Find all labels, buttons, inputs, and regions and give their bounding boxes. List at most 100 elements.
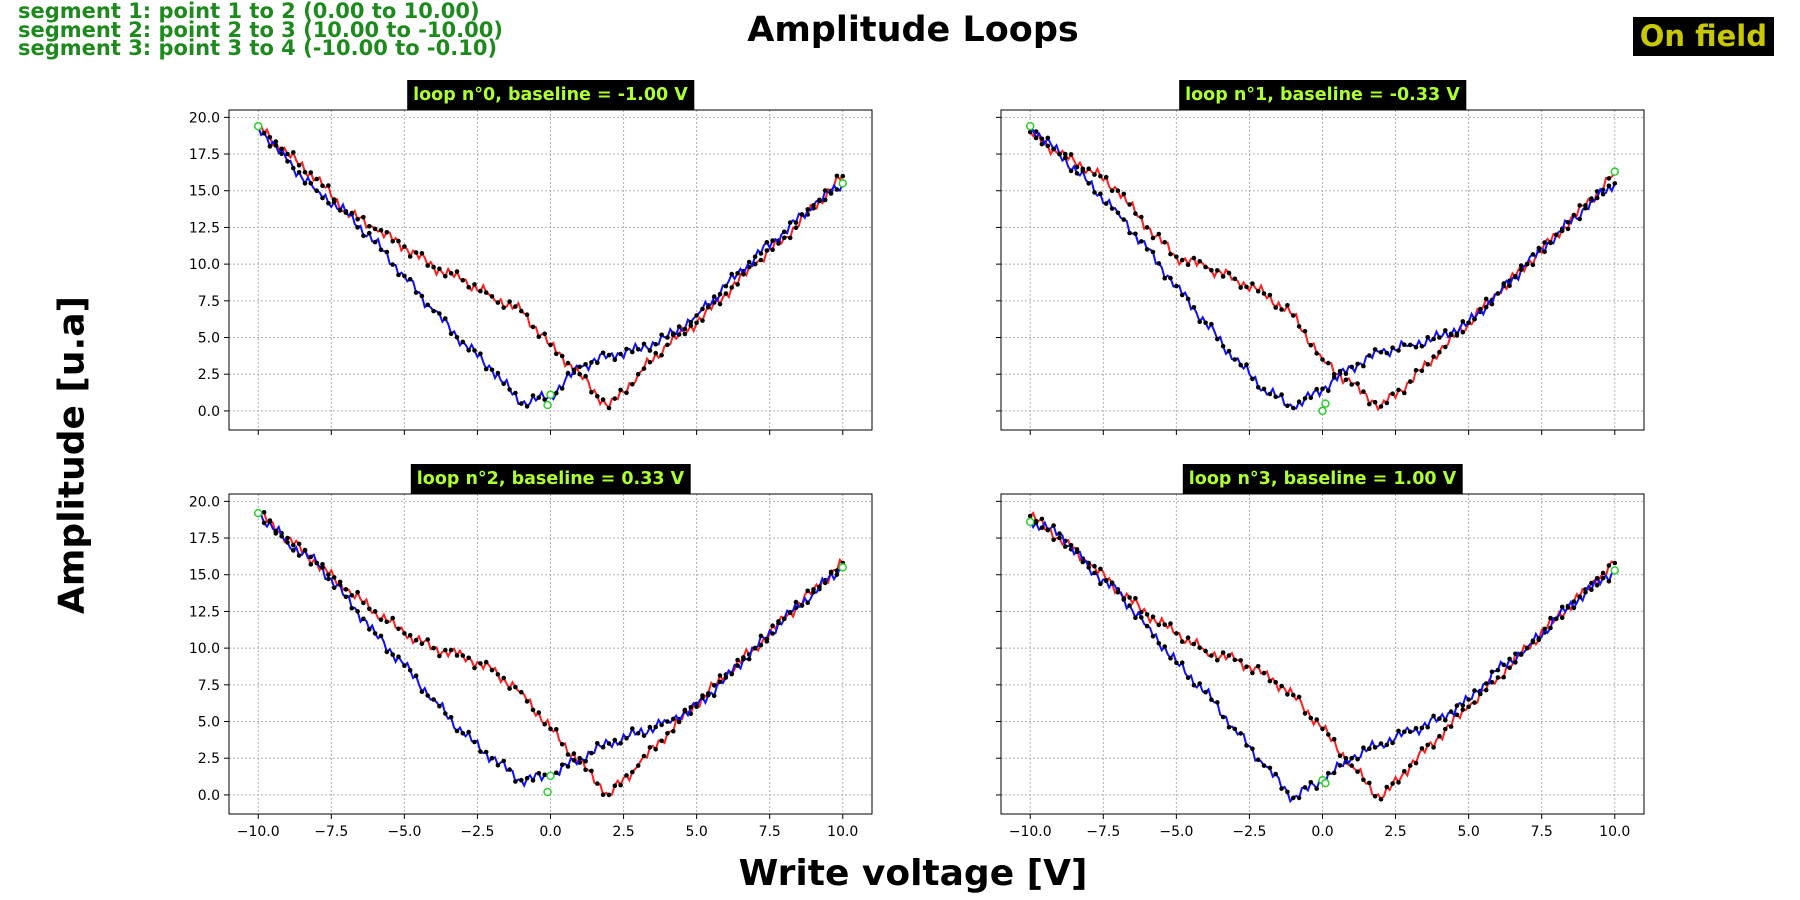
forward-data-point (735, 657, 740, 663)
backward-data-point (1472, 688, 1477, 693)
backward-data-point (396, 654, 401, 659)
backward-data-point (770, 631, 775, 636)
y-tick-label: 5.0 (198, 331, 220, 347)
forward-data-point (554, 351, 559, 357)
backward-data-point (764, 636, 770, 642)
backward-data-point (776, 241, 781, 246)
y-tick-label: 15.0 (189, 184, 220, 200)
backward-data-point (1419, 725, 1425, 731)
backward-data-point (811, 203, 816, 208)
backward-data-point (1431, 336, 1436, 342)
backward-data-point (1343, 756, 1349, 761)
backward-data-point (799, 212, 805, 217)
forward-data-point (1103, 174, 1109, 180)
backward-data-point (1320, 386, 1325, 392)
forward-data-point (1168, 621, 1173, 626)
x-tick-label: −2.5 (1232, 824, 1266, 840)
backward-data-point (1361, 363, 1366, 369)
forward-data-point (700, 318, 705, 323)
forward-data-point (1402, 768, 1407, 774)
backward-data-point (1150, 634, 1156, 639)
forward-data-point (630, 382, 635, 387)
backward-data-point (700, 306, 705, 312)
forward-data-point (431, 264, 436, 270)
backward-data-point (326, 200, 331, 206)
backward-data-point (1063, 155, 1068, 161)
forward-data-point (1413, 760, 1419, 766)
backward-data-point (349, 605, 355, 611)
forward-data-point (1215, 657, 1220, 663)
forward-data-point (1133, 596, 1138, 601)
y-tick-label: 20.0 (189, 110, 220, 126)
backward-data-point (711, 693, 717, 699)
backward-data-point (542, 772, 547, 778)
endpoint-marker (1025, 121, 1035, 131)
backward-data-point (402, 273, 407, 279)
backward-data-point (407, 276, 413, 282)
backward-data-point (483, 366, 489, 372)
forward-data-point (583, 373, 588, 379)
backward-data-point (431, 308, 436, 314)
backward-data-point (454, 728, 460, 734)
forward-data-point (1267, 292, 1273, 298)
backward-data-point (828, 570, 834, 576)
forward-data-point (1495, 675, 1501, 680)
x-tick-label: 5.0 (686, 824, 708, 840)
backward-data-point (600, 350, 606, 356)
forward-data-point (425, 637, 431, 642)
loop-panel-1: loop n°1, baseline = -0.33 V (996, 80, 1645, 435)
forward-data-point (653, 747, 658, 752)
backward-data-point (466, 348, 472, 353)
backward-data-point (1548, 625, 1553, 631)
backward-data-point (752, 645, 758, 651)
forward-data-point (1203, 648, 1208, 654)
backward-data-point (1571, 212, 1577, 218)
backward-data-point (741, 272, 746, 277)
backward-data-point (1279, 392, 1284, 397)
backward-data-point (443, 711, 448, 716)
backward-data-point (1232, 726, 1238, 732)
backward-data-point (1302, 785, 1308, 790)
backward-data-point (1068, 168, 1074, 174)
backward-data-point (1571, 605, 1577, 611)
forward-data-point (1127, 202, 1132, 207)
backward-data-point (1495, 667, 1501, 673)
backward-data-point (1402, 342, 1407, 348)
backward-data-point (1273, 771, 1278, 777)
forward-data-point (635, 371, 641, 377)
forward-data-point (530, 324, 536, 330)
forward-data-point (1144, 225, 1150, 230)
forward-data-point (1121, 191, 1127, 197)
backward-data-point (1156, 261, 1162, 266)
forward-data-point (413, 637, 419, 643)
forward-data-point (1045, 143, 1051, 149)
backward-data-point (279, 533, 284, 539)
forward-data-point (542, 721, 547, 727)
forward-data-point (1425, 742, 1430, 748)
backward-data-point (1220, 714, 1226, 720)
forward-data-point (1320, 357, 1325, 362)
backward-data-point (647, 348, 653, 353)
forward-data-point (1133, 211, 1138, 216)
forward-data-point (1343, 377, 1349, 383)
backward-data-point (1057, 531, 1062, 536)
forward-data-point (1244, 664, 1249, 669)
backward-data-point (817, 198, 822, 204)
forward-data-point (1302, 711, 1308, 716)
backward-data-point (507, 387, 512, 392)
backward-data-point (536, 395, 542, 400)
forward-data-point (1215, 268, 1220, 273)
backward-data-point (1542, 626, 1547, 632)
backward-data-point (606, 352, 612, 358)
backward-data-point (682, 708, 688, 714)
backward-data-point (723, 675, 729, 680)
backward-data-point (787, 220, 793, 225)
forward-data-point (630, 769, 635, 775)
x-tick-label: 2.5 (1384, 824, 1406, 840)
backward-data-point (1407, 342, 1413, 348)
x-tick-label: −5.0 (1159, 824, 1193, 840)
backward-data-point (1489, 301, 1495, 307)
y-tick-label: 15.0 (189, 568, 220, 584)
backward-data-point (1501, 662, 1506, 668)
backward-data-point (1086, 181, 1091, 186)
